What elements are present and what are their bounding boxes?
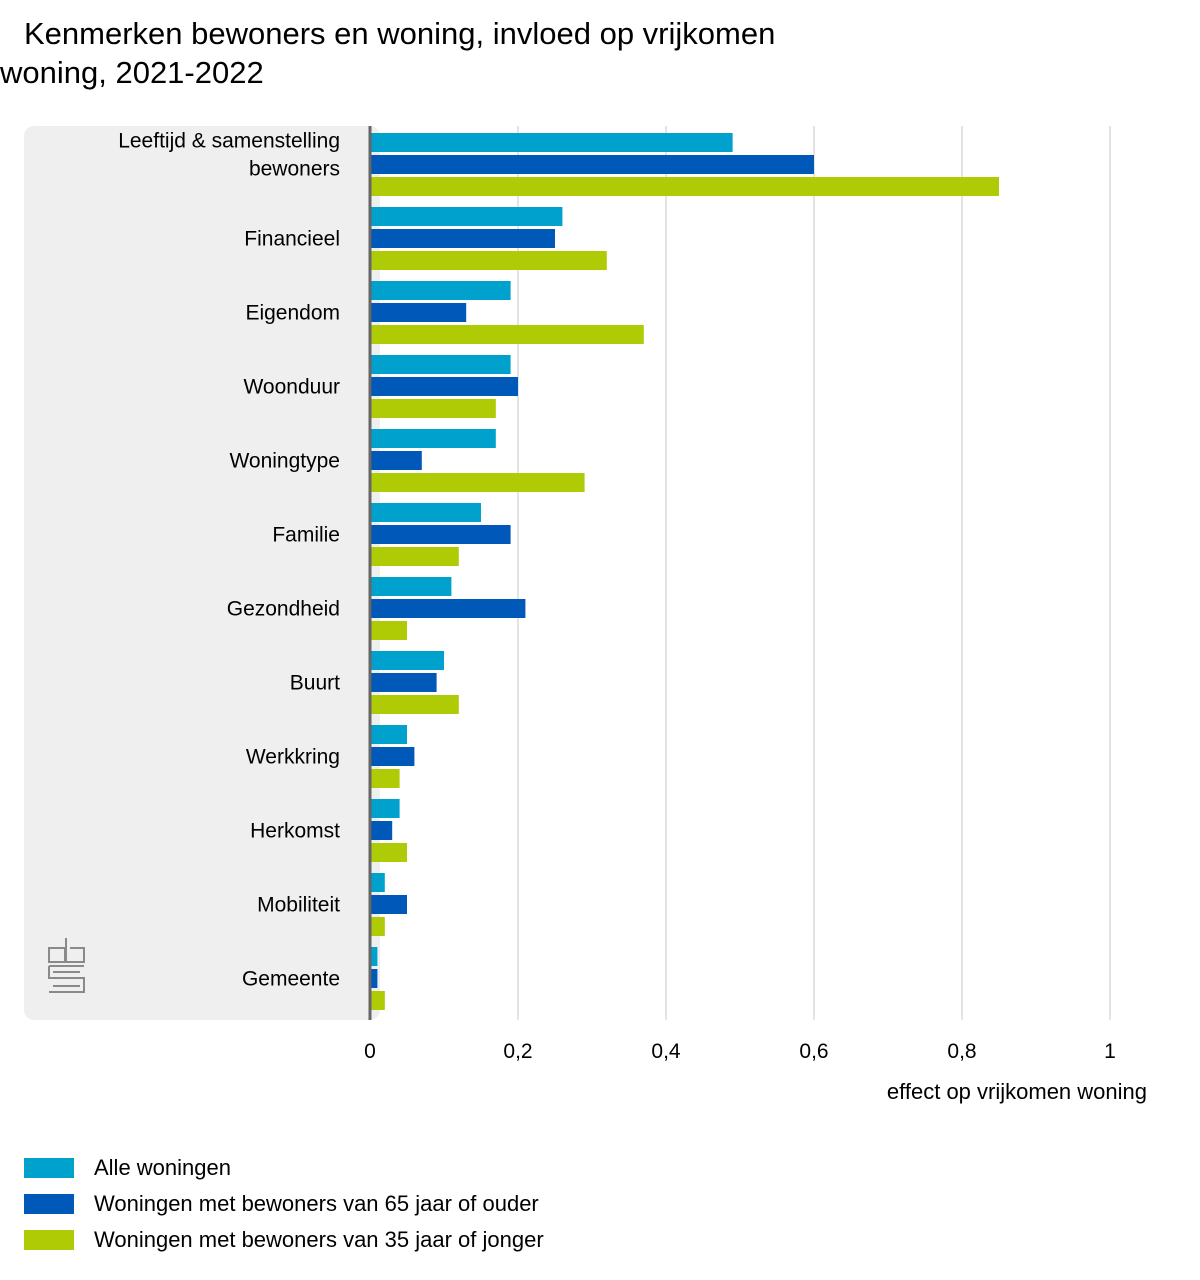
bar — [370, 281, 511, 300]
category-label: Buurt — [290, 672, 340, 695]
bar — [370, 547, 459, 566]
category-label: Eigendom — [245, 302, 340, 325]
legend-label: Woningen met bewoners van 35 jaar of jon… — [94, 1227, 544, 1252]
legend-swatch-65-of-ouder — [24, 1194, 74, 1214]
category-label: Herkomst — [250, 820, 340, 843]
bar — [370, 177, 999, 196]
category-label: Gezondheid — [227, 598, 340, 621]
bar — [370, 577, 452, 596]
chart-title: Kenmerken bewoners en woning, invloed op… — [0, 14, 900, 92]
category-label: bewoners — [249, 158, 340, 181]
category-label: Mobiliteit — [257, 894, 340, 917]
chart-title-line-1: Kenmerken bewoners en woning, invloed op… — [24, 16, 776, 51]
category-label: Gemeente — [242, 968, 340, 991]
bar — [370, 599, 526, 618]
x-tick-label: 0,4 — [651, 1040, 681, 1063]
bar — [370, 429, 496, 448]
legend-label: Alle woningen — [94, 1155, 231, 1180]
legend-label: Woningen met bewoners van 65 jaar of oud… — [94, 1191, 539, 1216]
category-label: Leeftijd & samenstelling — [118, 130, 340, 153]
bar — [370, 133, 733, 152]
bar — [370, 895, 407, 914]
bar — [370, 969, 378, 988]
bar — [370, 991, 385, 1010]
bar — [370, 769, 400, 788]
bar — [370, 843, 407, 862]
bar — [370, 325, 644, 344]
category-label: Financieel — [244, 228, 340, 251]
category-label: Woningtype — [229, 450, 340, 473]
bar — [370, 399, 496, 418]
category-label: Woonduur — [243, 376, 340, 399]
x-tick-label: 0,2 — [503, 1040, 532, 1063]
bar — [370, 377, 518, 396]
x-tick-label: 1 — [1104, 1040, 1116, 1063]
bar — [370, 303, 467, 322]
x-tick-label: 0,6 — [799, 1040, 828, 1063]
bar — [370, 747, 415, 766]
category-label: Familie — [272, 524, 340, 547]
legend-item-alle-woningen: Alle woningen — [24, 1150, 544, 1186]
bar — [370, 229, 555, 248]
x-tick-label: 0 — [364, 1040, 376, 1063]
bar — [370, 525, 511, 544]
x-axis-label: effect op vrijkomen woning — [887, 1079, 1147, 1104]
bar — [370, 799, 400, 818]
bar — [370, 725, 407, 744]
bar — [370, 917, 385, 936]
bar — [370, 821, 393, 840]
legend-item-35-of-jonger: Woningen met bewoners van 35 jaar of jon… — [24, 1222, 544, 1258]
legend: Alle woningen Woningen met bewoners van … — [24, 1150, 544, 1258]
bar — [370, 355, 511, 374]
bar — [370, 503, 481, 522]
bar — [370, 947, 378, 966]
bar — [370, 621, 407, 640]
bar — [370, 451, 422, 470]
legend-item-65-of-ouder: Woningen met bewoners van 65 jaar of oud… — [24, 1186, 544, 1222]
bar — [370, 695, 459, 714]
chart-title-line-2: woning, 2021-2022 — [0, 55, 264, 90]
bar — [370, 651, 444, 670]
bar — [370, 155, 814, 174]
bar — [370, 873, 385, 892]
cbs-logo-icon — [48, 938, 85, 993]
bar — [370, 673, 437, 692]
bar — [370, 207, 563, 226]
bar-chart: Leeftijd & samenstelling bewoners Financie… — [24, 126, 1147, 1104]
x-tick-label: 0,8 — [947, 1040, 976, 1063]
bar — [370, 473, 585, 492]
bar — [370, 251, 607, 270]
legend-swatch-35-of-jonger — [24, 1230, 74, 1250]
category-label: Werkkring — [246, 746, 340, 769]
label-panel — [24, 126, 380, 1020]
legend-swatch-alle-woningen — [24, 1158, 74, 1178]
